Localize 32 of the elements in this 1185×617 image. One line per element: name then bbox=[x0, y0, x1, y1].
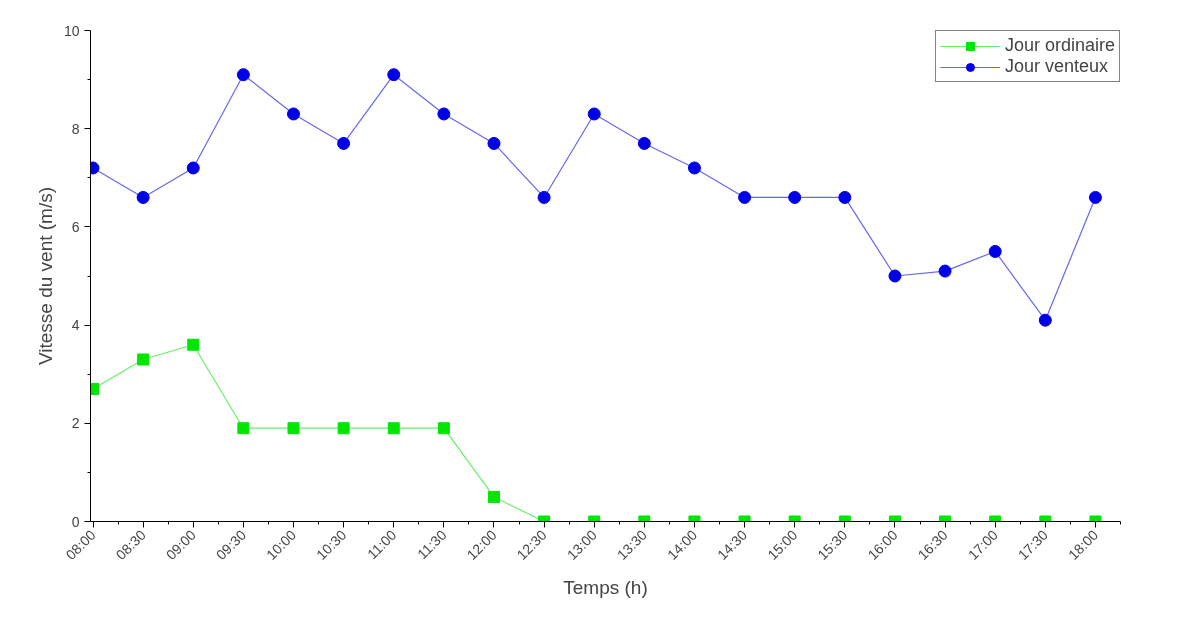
point bbox=[537, 190, 551, 204]
legend-label: Jour ordinaire bbox=[1004, 35, 1115, 56]
point bbox=[888, 269, 902, 283]
point bbox=[186, 161, 200, 175]
y-tick-label: 0 bbox=[71, 513, 80, 530]
point bbox=[838, 190, 852, 204]
point bbox=[738, 190, 752, 204]
y-tick-label: 2 bbox=[71, 415, 80, 432]
point bbox=[286, 107, 300, 121]
point bbox=[1038, 313, 1052, 327]
point bbox=[136, 190, 150, 204]
point bbox=[487, 136, 501, 150]
point bbox=[687, 161, 701, 175]
y-tick-label: 4 bbox=[71, 317, 80, 334]
point bbox=[187, 338, 200, 351]
point bbox=[137, 353, 150, 366]
point bbox=[788, 190, 802, 204]
point bbox=[637, 136, 651, 150]
point bbox=[387, 68, 401, 82]
point bbox=[437, 107, 451, 121]
point bbox=[337, 136, 351, 150]
legend-label: Jour venteux bbox=[1004, 56, 1108, 77]
point bbox=[236, 68, 250, 82]
y-tick-label: 6 bbox=[71, 218, 80, 235]
point bbox=[988, 244, 1002, 258]
point bbox=[1088, 190, 1102, 204]
point bbox=[938, 264, 952, 278]
y-axis-title: Vitesse du vent (m/s) bbox=[34, 186, 56, 366]
y-tick-label: 10 bbox=[63, 22, 80, 39]
y-tick-label: 8 bbox=[71, 120, 80, 137]
x-axis-title: Temps (h) bbox=[563, 576, 648, 598]
point bbox=[587, 107, 601, 121]
